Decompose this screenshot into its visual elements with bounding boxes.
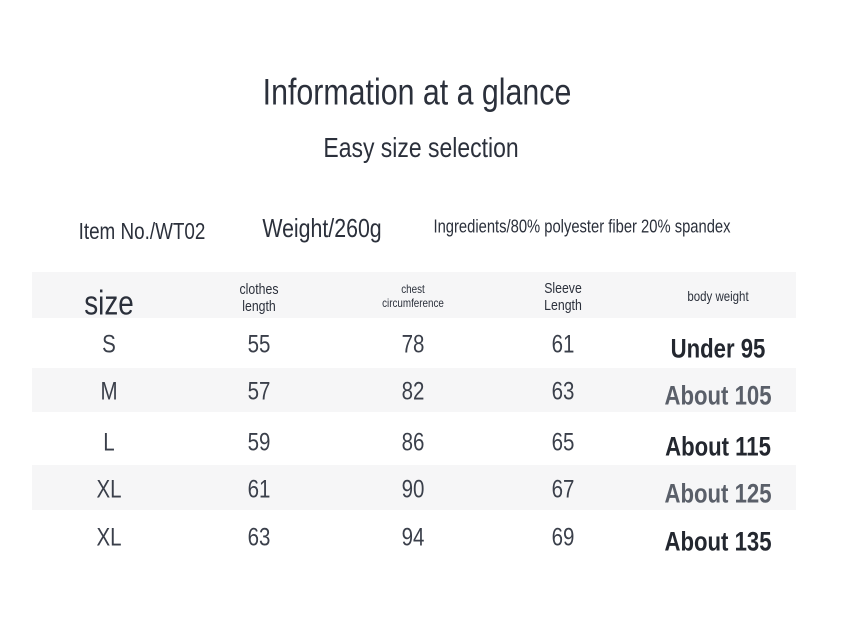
body-weight-cell: About 105 <box>664 380 772 411</box>
table-cell: XL <box>96 523 122 552</box>
table-cell: XL <box>96 475 122 504</box>
column-header: clothes length <box>239 280 279 315</box>
table-cell: 63 <box>551 377 575 406</box>
table-cell: 61 <box>247 475 271 504</box>
table-cell: 94 <box>401 523 425 552</box>
column-header: size <box>84 284 134 323</box>
header-band <box>32 272 796 318</box>
table-cell: 69 <box>551 523 575 552</box>
table-cell: 67 <box>551 475 575 504</box>
table-cell: M <box>100 377 118 406</box>
body-weight-cell: About 115 <box>665 431 771 462</box>
table-cell: 57 <box>247 377 271 406</box>
table-cell: 61 <box>551 330 575 359</box>
column-header: chest circumference <box>382 282 444 310</box>
body-weight-cell: About 125 <box>664 478 772 509</box>
table-cell: 82 <box>401 377 425 406</box>
item-no: Item No./WT02 <box>78 217 206 244</box>
table-cell: S <box>102 330 116 359</box>
table-cell: L <box>103 428 115 457</box>
table-cell: 55 <box>247 330 271 359</box>
table-cell: 90 <box>401 475 425 504</box>
row-band <box>32 465 796 510</box>
subtitle: Easy size selection <box>323 131 519 163</box>
title: Information at a glance <box>262 71 572 113</box>
column-header: Sleeve Length <box>544 279 582 314</box>
ingredients: Ingredients/80% polyester fiber 20% span… <box>433 216 731 237</box>
body-weight-cell: Under 95 <box>670 333 766 364</box>
table-cell: 78 <box>401 330 425 359</box>
table-cell: 63 <box>247 523 271 552</box>
body-weight-cell: About 135 <box>664 526 772 557</box>
weight: Weight/260g <box>262 213 382 244</box>
table-cell: 59 <box>247 428 271 457</box>
table-cell: 86 <box>401 428 425 457</box>
table-cell: 65 <box>551 428 575 457</box>
row-band <box>32 368 796 412</box>
column-header: body weight <box>687 287 749 304</box>
